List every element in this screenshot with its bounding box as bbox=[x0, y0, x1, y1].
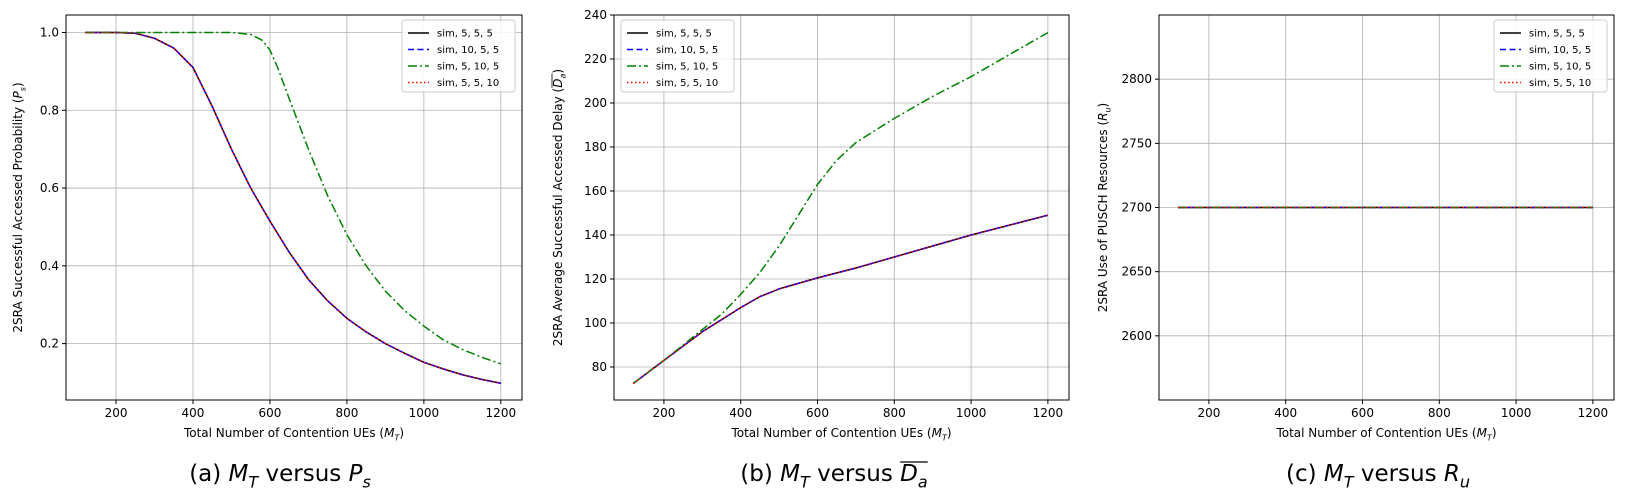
y-tick-label: 2650 bbox=[1121, 265, 1152, 279]
y-tick-label: 160 bbox=[584, 184, 607, 198]
y-tick-label: 180 bbox=[584, 140, 607, 154]
y-tick-label: 0.4 bbox=[40, 259, 59, 273]
legend-label: sim, 5, 5, 10 bbox=[437, 78, 499, 89]
x-tick-label: 800 bbox=[1428, 406, 1451, 420]
y-tick-label: 0.2 bbox=[40, 337, 59, 351]
legend: sim, 5, 5, 5 sim, 10, 5, 5 sim, 5, 10, 5 si… bbox=[620, 19, 735, 93]
x-tick-label: 800 bbox=[335, 406, 358, 420]
legend-label: sim, 5, 5, 5 bbox=[656, 29, 712, 40]
x-tick-label: 400 bbox=[1274, 406, 1297, 420]
y-tick-label: 100 bbox=[584, 316, 607, 330]
legend-label: sim, 10, 5, 5 bbox=[1529, 45, 1591, 56]
legend: sim, 5, 5, 5 sim, 10, 5, 5 sim, 5, 10, 5 si… bbox=[401, 19, 516, 93]
legend-label: sim, 10, 5, 5 bbox=[656, 45, 718, 56]
legend-label: sim, 5, 5, 10 bbox=[656, 78, 718, 89]
y-tick-label: 0.8 bbox=[40, 103, 59, 117]
x-axis-label: Total Number of Contention UEs (MT​) bbox=[183, 426, 404, 442]
chart-panel-a: 200 400 600 800 1000 1200 0.2 0.4 0.6 0.8 1.0 Total… bbox=[11, 14, 523, 491]
x-tick-label: 400 bbox=[182, 406, 205, 420]
x-tick-label: 800 bbox=[883, 406, 906, 420]
y-tick-label: 140 bbox=[584, 228, 607, 242]
series-line-4 bbox=[632, 214, 1049, 385]
y-tick-label: 2700 bbox=[1121, 201, 1152, 215]
legend-label: sim, 5, 5, 5 bbox=[437, 29, 493, 40]
y-tick-label: 0.6 bbox=[40, 181, 59, 195]
y-tick-label: 200 bbox=[584, 96, 607, 110]
y-tick-label: 220 bbox=[584, 52, 607, 66]
y-tick-label: 240 bbox=[584, 8, 607, 22]
x-tick-label: 400 bbox=[729, 406, 752, 420]
series-line-1 bbox=[632, 214, 1049, 385]
legend-box bbox=[1493, 19, 1608, 93]
series-line-2 bbox=[85, 31, 501, 385]
x-tick-label: 1200 bbox=[1033, 406, 1064, 420]
y-tick-label: 2750 bbox=[1121, 136, 1152, 150]
x-axis-label: Total Number of Contention UEs (MT​) bbox=[1275, 426, 1496, 442]
legend-label: sim, 5, 5, 5 bbox=[1529, 29, 1585, 40]
legend: sim, 5, 5, 5 sim, 10, 5, 5 sim, 5, 10, 5 si… bbox=[1493, 19, 1608, 93]
legend-label: sim, 5, 10, 5 bbox=[1529, 62, 1591, 73]
y-tick-label: 2600 bbox=[1121, 329, 1152, 343]
legend-label: sim, 10, 5, 5 bbox=[437, 45, 499, 56]
y-tick-label: 2800 bbox=[1121, 72, 1152, 86]
x-tick-label: 1000 bbox=[1501, 406, 1532, 420]
y-tick-label: 120 bbox=[584, 272, 607, 286]
x-tick-label: 200 bbox=[652, 406, 675, 420]
x-tick-label: 1200 bbox=[1578, 406, 1609, 420]
plot-frame bbox=[613, 14, 1070, 401]
chart-panel-c: 200 400 600 800 1000 1200 2600 2650 2700 2750 2800… bbox=[1096, 14, 1615, 491]
x-tick-label: 200 bbox=[1197, 406, 1220, 420]
plot-frame bbox=[65, 14, 523, 401]
x-tick-label: 600 bbox=[806, 406, 829, 420]
panel-caption: (c) MT​ versus Ru​ bbox=[1286, 461, 1470, 491]
x-tick-label: 200 bbox=[105, 406, 128, 420]
legend-label: sim, 5, 5, 10 bbox=[1529, 78, 1591, 89]
panel-caption: (a) MT​ versus Ps​ bbox=[189, 461, 371, 491]
series-line-3 bbox=[85, 31, 502, 365]
panel-caption: (b) MT​ versus Da​ bbox=[740, 461, 927, 491]
legend-box bbox=[620, 19, 735, 93]
y-tick-label: 80 bbox=[592, 360, 607, 374]
x-tick-label: 1200 bbox=[486, 406, 517, 420]
x-tick-label: 1000 bbox=[409, 406, 440, 420]
y-axis-label: 2SRA Successful Accessed Probability (Ps… bbox=[11, 82, 27, 332]
series-line-3 bbox=[632, 31, 1049, 385]
x-tick-label: 1000 bbox=[956, 406, 987, 420]
legend-box bbox=[401, 19, 516, 93]
legend-label: sim, 5, 10, 5 bbox=[656, 62, 718, 73]
legend-label: sim, 5, 10, 5 bbox=[437, 62, 499, 73]
chart-panel-b: 200 400 600 800 1000 1200 80 100 120 140 160 180 200… bbox=[551, 8, 1070, 491]
x-tick-label: 600 bbox=[258, 406, 281, 420]
y-axis-label: 2SRA Use of PUSCH Resources (Ru​) bbox=[1096, 103, 1112, 312]
y-tick-label: 1.0 bbox=[40, 26, 59, 40]
x-axis-label: Total Number of Contention UEs (MT​) bbox=[730, 426, 951, 442]
series-line-2 bbox=[632, 214, 1049, 385]
x-tick-label: 600 bbox=[1351, 406, 1374, 420]
y-axis-label: 2SRA Average Successful Accessed Delay (… bbox=[551, 69, 567, 346]
